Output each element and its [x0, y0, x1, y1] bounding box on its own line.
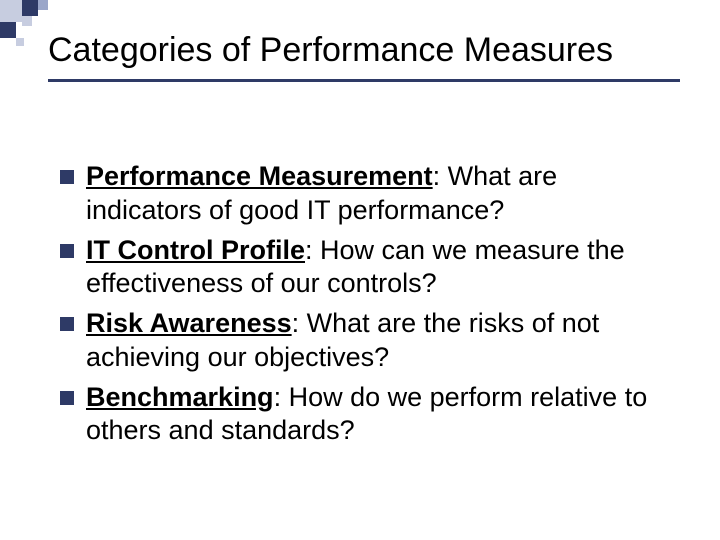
deco-square [38, 0, 48, 10]
bullet-text: Benchmarking: How do we perform relative… [86, 381, 670, 449]
deco-square [0, 0, 22, 22]
bullet-text: Performance Measurement: What are indica… [86, 160, 670, 228]
title-block: Categories of Performance Measures [48, 30, 680, 82]
title-underline [48, 79, 680, 82]
deco-square [16, 38, 24, 46]
deco-square [0, 22, 16, 38]
bullet-text: IT Control Profile: How can we measure t… [86, 234, 670, 302]
list-item: Performance Measurement: What are indica… [60, 160, 670, 228]
content-area: Performance Measurement: What are indica… [60, 160, 670, 454]
bullet-icon [60, 317, 74, 331]
bullet-icon [60, 244, 74, 258]
list-item: Benchmarking: How do we perform relative… [60, 381, 670, 449]
deco-square [22, 16, 32, 26]
bullet-icon [60, 170, 74, 184]
bullet-text: Risk Awareness: What are the risks of no… [86, 307, 670, 375]
bullet-icon [60, 391, 74, 405]
deco-square [22, 0, 38, 16]
slide-title: Categories of Performance Measures [48, 30, 680, 71]
list-item: IT Control Profile: How can we measure t… [60, 234, 670, 302]
list-item: Risk Awareness: What are the risks of no… [60, 307, 670, 375]
